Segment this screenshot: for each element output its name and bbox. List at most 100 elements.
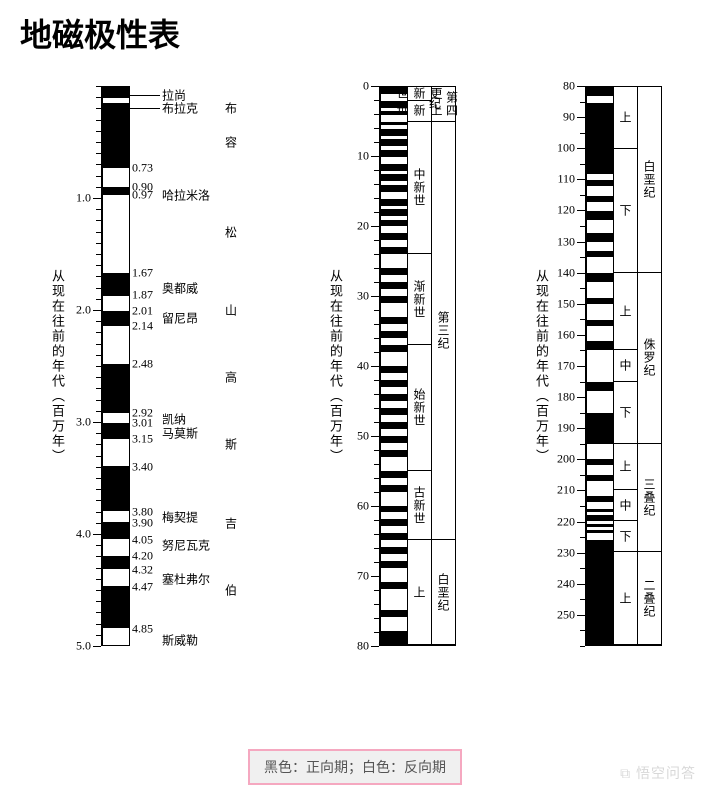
polarity-band (381, 506, 407, 513)
chart-2: 从现在往前的年代（百万年） 01020304050607080 更新世上新世中新… (326, 86, 456, 646)
polarity-band (587, 326, 613, 342)
ylabel-1: 从现在往前的年代（百万年） (48, 269, 67, 464)
tick (577, 553, 585, 554)
ylabel-2: 从现在往前的年代（百万年） (326, 269, 345, 464)
tick (96, 254, 101, 255)
tick (96, 388, 101, 389)
event-label: 马莫斯 (162, 425, 198, 442)
tick (577, 210, 585, 211)
polarity-band (587, 391, 613, 413)
tick (374, 198, 379, 199)
tick-label: 180 (557, 390, 575, 405)
tick (374, 492, 379, 493)
tick (96, 579, 101, 580)
tick (93, 310, 101, 311)
tick (374, 478, 379, 479)
tick (96, 366, 101, 367)
polarity-band (381, 401, 407, 408)
epoch-cell: 三叠纪 (638, 444, 661, 553)
tick (577, 117, 585, 118)
tick (96, 512, 101, 513)
tick-label: 130 (557, 234, 575, 249)
tick-label: 60 (357, 499, 369, 514)
epoch-col-2b: 第四纪第三纪白垩纪 (432, 86, 456, 646)
tick-label: 170 (557, 359, 575, 374)
polarity-band (381, 540, 407, 547)
epoch-cell: 上 (614, 273, 637, 350)
polarity-band (103, 168, 129, 187)
polarity-band (587, 444, 613, 460)
tick (374, 464, 379, 465)
polarity-band (587, 413, 613, 444)
tick (93, 534, 101, 535)
tick-label: 2.0 (76, 303, 91, 318)
tick (96, 209, 101, 210)
tick (96, 456, 101, 457)
polarity-band (103, 187, 129, 195)
polarity-band (381, 331, 407, 338)
polarity-band (381, 240, 407, 247)
polarity-band (587, 220, 613, 232)
polarity-band (381, 199, 407, 206)
tick-label: 1.0 (76, 191, 91, 206)
tick (580, 350, 585, 351)
axis-1: 1.02.03.04.05.0 (71, 86, 102, 646)
polarity-band (103, 273, 129, 295)
tick (96, 321, 101, 322)
tick (374, 590, 379, 591)
tick (96, 467, 101, 468)
polarity-band (381, 582, 407, 589)
polarity-band (587, 87, 613, 96)
tick (374, 114, 379, 115)
tick-label: 5.0 (76, 639, 91, 654)
event-label: 努尼瓦克 (162, 537, 210, 554)
polarity-band (103, 466, 129, 511)
tick (374, 618, 379, 619)
tick-label: 220 (557, 514, 575, 529)
tick (371, 226, 379, 227)
tick (577, 459, 585, 460)
tick (577, 179, 585, 180)
tick (374, 254, 379, 255)
tick (577, 86, 585, 87)
tick-label: 20 (357, 219, 369, 234)
polarity-band (381, 478, 407, 485)
tick-label: 200 (557, 452, 575, 467)
tick (577, 428, 585, 429)
polarity-band (381, 373, 407, 380)
chron-label: 布 (225, 100, 237, 117)
watermark: ⧉ 悟空问答 (620, 763, 696, 783)
epoch-cell: 二叠纪 (638, 552, 661, 645)
polarity-band (587, 481, 613, 497)
polarity-band (587, 186, 613, 195)
event-label: 塞杜弗尔 (162, 570, 210, 587)
tick (580, 506, 585, 507)
epoch-cell: 渐新世 (408, 254, 431, 345)
polarity-band (587, 351, 613, 382)
polarity-band (381, 422, 407, 429)
polarity-band (103, 326, 129, 364)
tick-label: 50 (357, 429, 369, 444)
tick-label: 210 (557, 483, 575, 498)
event-label: 奥都威 (162, 279, 198, 296)
polarity-band (587, 465, 613, 474)
tick (96, 265, 101, 266)
polarity-band (381, 547, 407, 554)
polarity-band (381, 220, 407, 227)
polarity-band (587, 273, 613, 282)
tick (580, 164, 585, 165)
tick (96, 332, 101, 333)
tick (96, 176, 101, 177)
tick (577, 304, 585, 305)
epoch-cell: 上 (614, 444, 637, 491)
tick (374, 422, 379, 423)
tick (374, 282, 379, 283)
tick-label: 80 (357, 639, 369, 654)
epoch-cell: 白垩纪 (638, 87, 661, 273)
value-label: 2.48 (132, 356, 153, 371)
epoch-cell: 上 (614, 552, 637, 645)
event-label: 布拉克 (162, 100, 198, 117)
tick (580, 475, 585, 476)
value-label: 3.01 (132, 416, 153, 431)
polarity-band (381, 209, 407, 216)
